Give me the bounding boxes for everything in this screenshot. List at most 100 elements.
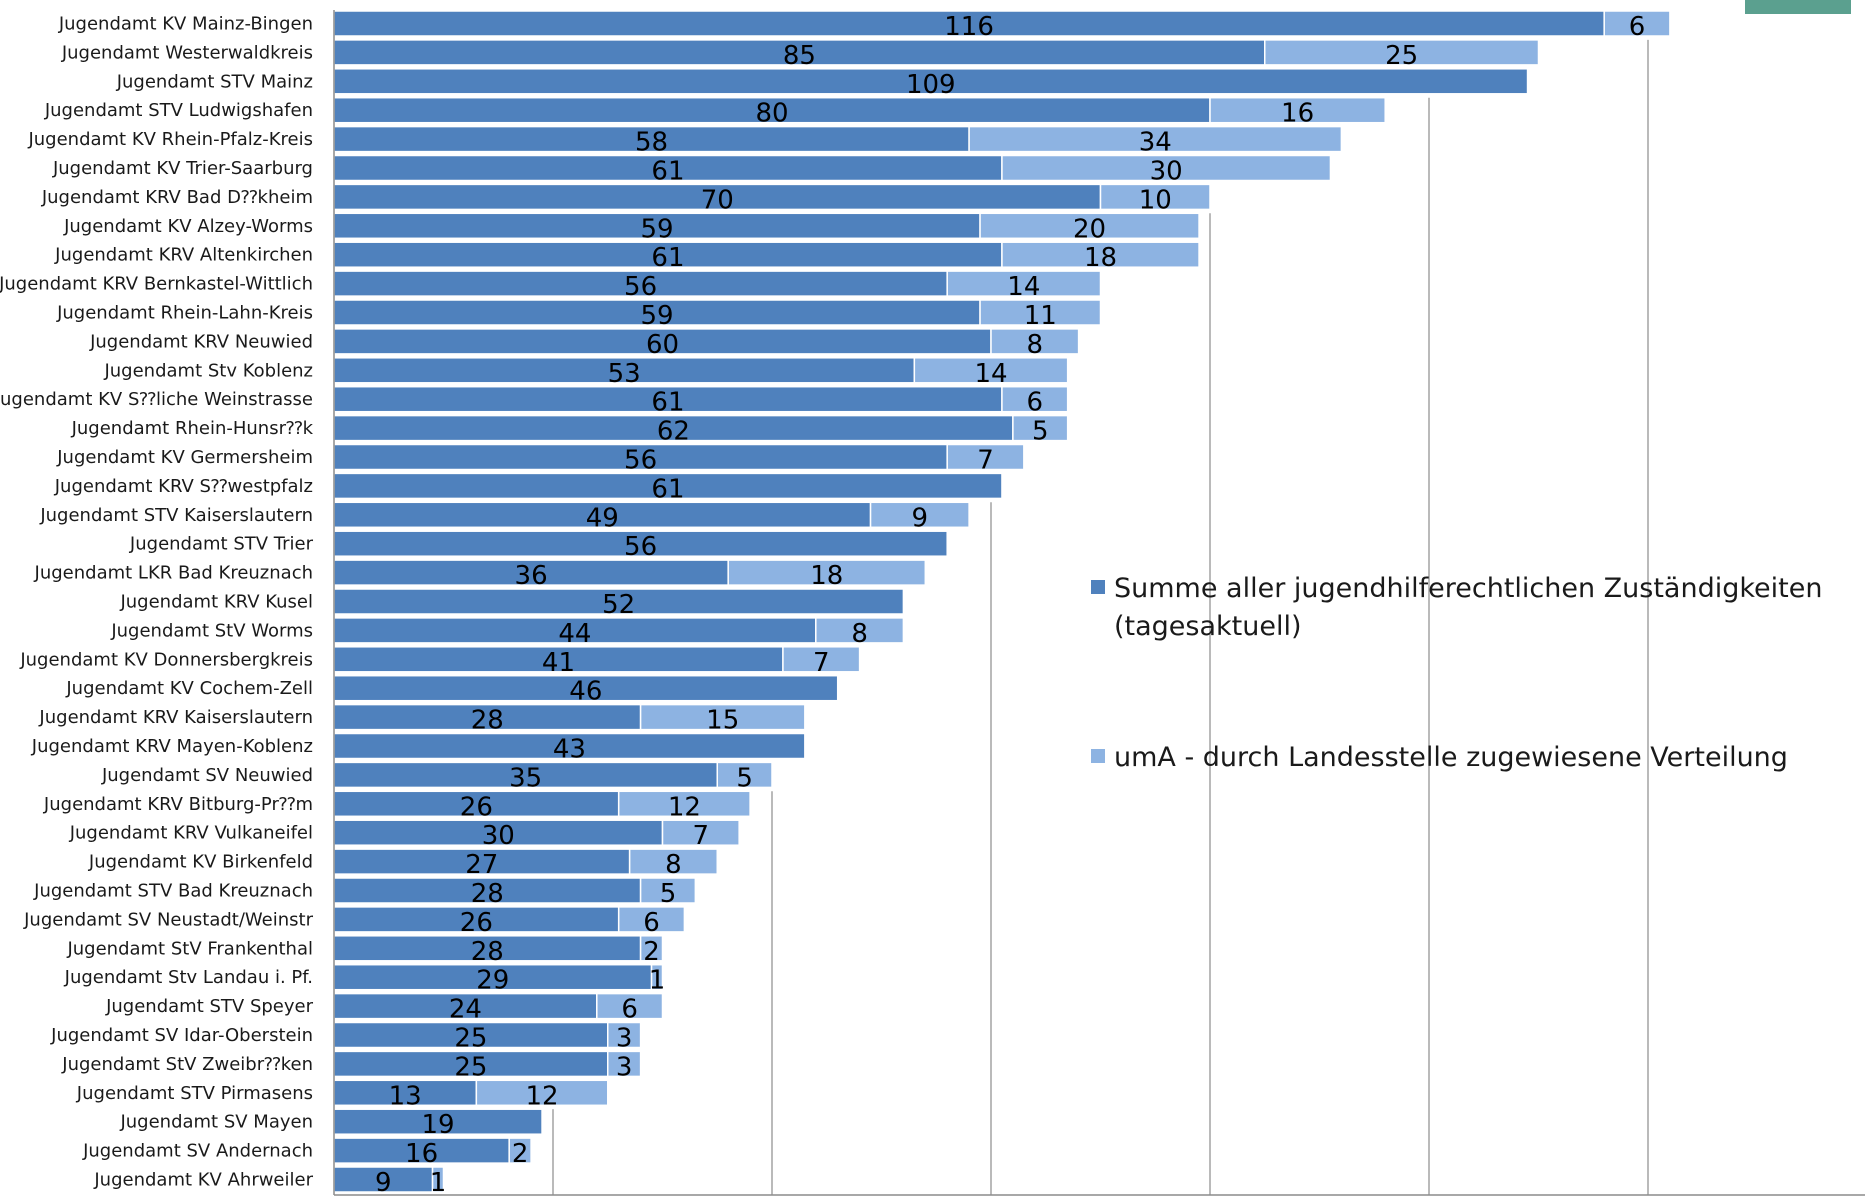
category-label: Jugendamt KRV Neuwied [89,331,313,352]
data-label: 36 [515,561,548,591]
bar-segment-uma [639,703,806,731]
bar-segment-summe [333,935,642,962]
data-label: 5 [736,763,753,793]
data-label: 24 [449,995,482,1025]
data-label: 28 [471,937,504,967]
bar-segment-uma [639,935,664,962]
corner-accent-tab [1745,0,1851,14]
data-label: 49 [586,503,619,533]
data-label: 2 [512,1139,529,1169]
category-label: Jugendamt Rhein-Hunsr⁇k [71,418,314,439]
data-label: 5 [660,879,677,909]
category-label: Jugendamt KRV Bernkastel-Wittlich [0,274,313,295]
bar-segment-uma [727,559,927,586]
data-label: 7 [977,446,994,476]
category-label: Jugendamt SV Mayen [119,1112,313,1133]
category-label: Jugendamt KRV Mayen-Koblenz [31,736,313,757]
data-label: 2 [643,937,660,967]
data-label: 25 [1385,41,1418,71]
bar-segment-summe [333,443,948,471]
bar-segment-summe [333,992,598,1020]
category-label: Jugendamt KRV Kusel [119,592,313,613]
bar-segment-uma [1264,39,1540,66]
data-label: 35 [509,763,542,793]
bar-segment-uma [1099,183,1211,211]
bar-segment-summe [333,790,620,818]
bar-segment-summe [333,848,631,875]
data-label: 62 [657,417,690,447]
bar-segment-summe [333,588,905,615]
bar-segment-uma [661,819,740,846]
data-label: 53 [608,359,641,389]
category-label: Jugendamt StV Worms [110,620,313,641]
data-label: 34 [1139,128,1172,158]
data-label: 28 [471,706,504,736]
data-label: 44 [558,619,591,649]
category-label: Jugendamt STV Speyer [105,996,314,1017]
data-label: 7 [693,821,710,851]
bar-segment-summe [333,270,948,297]
category-label: Jugendamt KRV Kaiserslautern [38,707,313,728]
data-label: 25 [454,1052,487,1082]
category-labels: Jugendamt KV Mainz-Bingen Jugendamt Weste… [0,14,314,1191]
data-label: 26 [460,792,493,822]
bar-segment-summe [333,39,1266,66]
category-label: Jugendamt STV Bad Kreuznach [33,881,313,902]
data-label: 27 [465,850,498,880]
category-label: Jugendamt KV Cochem-Zell [65,678,313,699]
category-label: Jugendamt KV Birkenfeld [88,852,313,873]
bar-segment-uma [968,125,1343,153]
data-label: 52 [602,590,635,620]
category-label: Jugendamt KRV Bitburg-Pr⁇m [43,794,313,815]
category-label: Jugendamt KV Rhein-Pfalz-Kreis [27,129,313,150]
data-label: 3 [616,1052,633,1082]
bar-segment-summe [333,96,1211,124]
category-label: Jugendamt STV Trier [129,534,314,555]
bar-segment-uma [650,963,664,991]
bar-segment-uma [1209,96,1386,124]
data-label: 56 [624,272,657,302]
data-label: 9 [912,503,929,533]
bar-segment-uma [639,877,697,904]
bar-segment-summe [333,1137,510,1164]
data-label: 10 [1139,185,1172,215]
data-label: 41 [542,648,575,678]
bar-segment-uma [979,212,1200,240]
category-label: Jugendamt Westerwaldkreis [61,42,313,63]
bar-segment-summe [333,1108,543,1135]
category-label: Jugendamt SV Idar-Oberstein [50,1025,313,1046]
bar-segment-summe [333,183,1102,211]
category-label: Jugendamt KV Mainz-Bingen [58,14,313,35]
category-label: Jugendamt Stv Koblenz [103,360,313,381]
data-label: 13 [389,1081,422,1111]
legend-swatch-series-2 [1091,749,1105,763]
bar-segment-summe [333,674,839,702]
bar-segment-uma [1001,385,1069,413]
data-label: 1 [430,1168,447,1197]
data-label: 15 [706,706,739,736]
data-label: 59 [640,214,673,244]
bar-segment-uma [431,1166,445,1193]
data-label: 5 [1032,417,1049,447]
bar-segment-uma [508,1137,532,1164]
legend: Summe aller jugendhilferechtlichen Zustä… [1091,573,1822,773]
data-label: 29 [476,966,509,996]
bar-segment-summe [333,819,664,846]
bar-segment-uma [607,1050,642,1078]
data-label: 56 [624,446,657,476]
data-label: 12 [526,1081,559,1111]
data-label: 14 [1007,272,1040,302]
data-label: 56 [624,532,657,562]
bar-segment-summe [333,761,718,789]
bar-segment-uma [782,646,861,673]
data-label: 6 [1027,388,1044,418]
data-label: 85 [783,41,816,71]
bar-segment-summe [333,877,642,904]
category-label: Jugendamt KRV Vulkaneifel [69,823,313,844]
bar-segment-uma [596,992,664,1020]
category-label: Jugendamt STV Kaiserslautern [39,505,313,526]
data-label: 30 [1150,157,1183,187]
category-label: Jugendamt Stv Landau i. Pf. [64,967,313,988]
category-label: Jugendamt KV Trier-Saarburg [52,158,313,179]
data-label: 20 [1073,214,1106,244]
